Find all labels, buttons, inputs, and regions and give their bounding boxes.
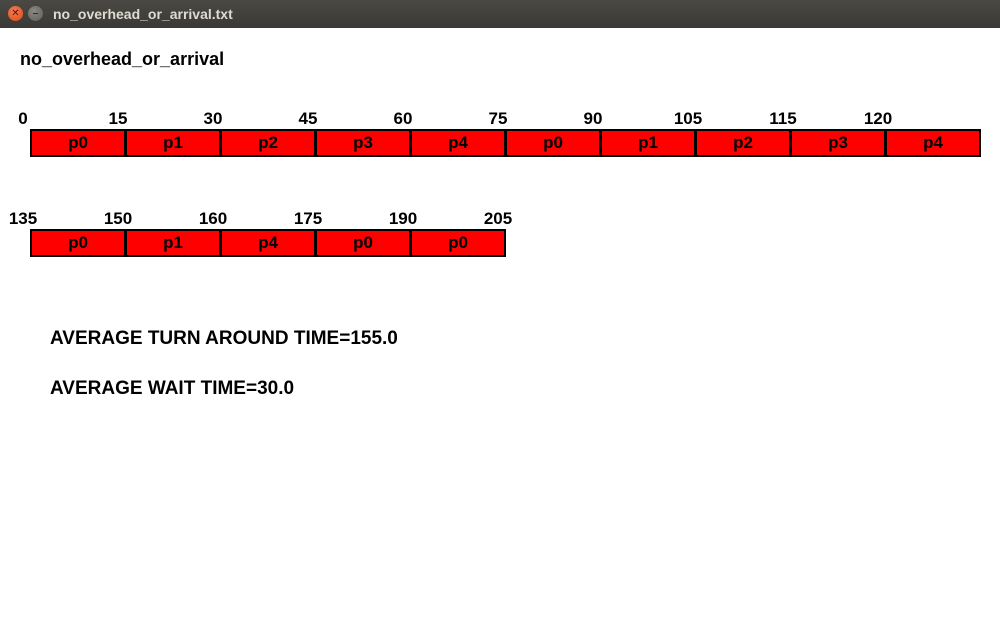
average-wait-time: AVERAGE WAIT TIME=30.0 (50, 378, 295, 399)
window-titlebar: ✕ – no_overhead_or_arrival.txt (0, 0, 1000, 28)
process-block: p0 (30, 129, 126, 157)
time-tick-label: 90 (583, 109, 603, 128)
window-title: no_overhead_or_arrival.txt (53, 6, 233, 22)
process-block: p0 (30, 229, 126, 257)
page-heading: no_overhead_or_arrival (20, 49, 225, 69)
time-tick-label: 45 (298, 109, 318, 128)
time-tick-label: 15 (108, 109, 128, 128)
time-tick-label: 105 (673, 109, 703, 128)
time-tick-label: 30 (203, 109, 223, 128)
time-tick-label: 175 (293, 209, 323, 228)
time-tick-label: 75 (488, 109, 508, 128)
process-block: p4 (220, 229, 316, 257)
process-block: p0 (315, 229, 411, 257)
time-tick-label: 60 (393, 109, 413, 128)
process-block: p3 (315, 129, 411, 157)
process-block: p2 (695, 129, 791, 157)
average-turnaround-time: AVERAGE TURN AROUND TIME=155.0 (50, 328, 398, 349)
time-tick-label: 0 (18, 109, 28, 128)
process-block: p1 (125, 129, 221, 157)
process-block: p0 (410, 229, 506, 257)
process-block: p3 (790, 129, 886, 157)
gantt-row: 135 150 160 175 190 205 p0 p1 p4 p0 p0 (0, 209, 1000, 269)
time-tick-label: 190 (388, 209, 418, 228)
minimize-icon[interactable]: – (28, 6, 43, 21)
time-tick-label: 120 (863, 109, 893, 128)
process-block: p0 (505, 129, 601, 157)
process-block: p4 (410, 129, 506, 157)
time-tick-label: 115 (769, 109, 797, 128)
process-block: p1 (125, 229, 221, 257)
process-block: p1 (600, 129, 696, 157)
process-block: p2 (220, 129, 316, 157)
gantt-row: 0 15 30 45 60 75 90 105 115 120 p0 p1 p2 p3 p4 p0 p1 p2 p3… (0, 109, 1000, 169)
main-content: no_overhead_or_arrival 0 15 30 45 60 75 90 105 1… (0, 28, 1000, 628)
process-block: p4 (885, 129, 981, 157)
time-tick-label: 205 (483, 209, 513, 228)
time-tick-label: 135 (8, 209, 38, 228)
time-tick-label: 160 (198, 209, 228, 228)
time-tick-label: 150 (103, 209, 133, 228)
close-icon[interactable]: ✕ (8, 6, 23, 21)
